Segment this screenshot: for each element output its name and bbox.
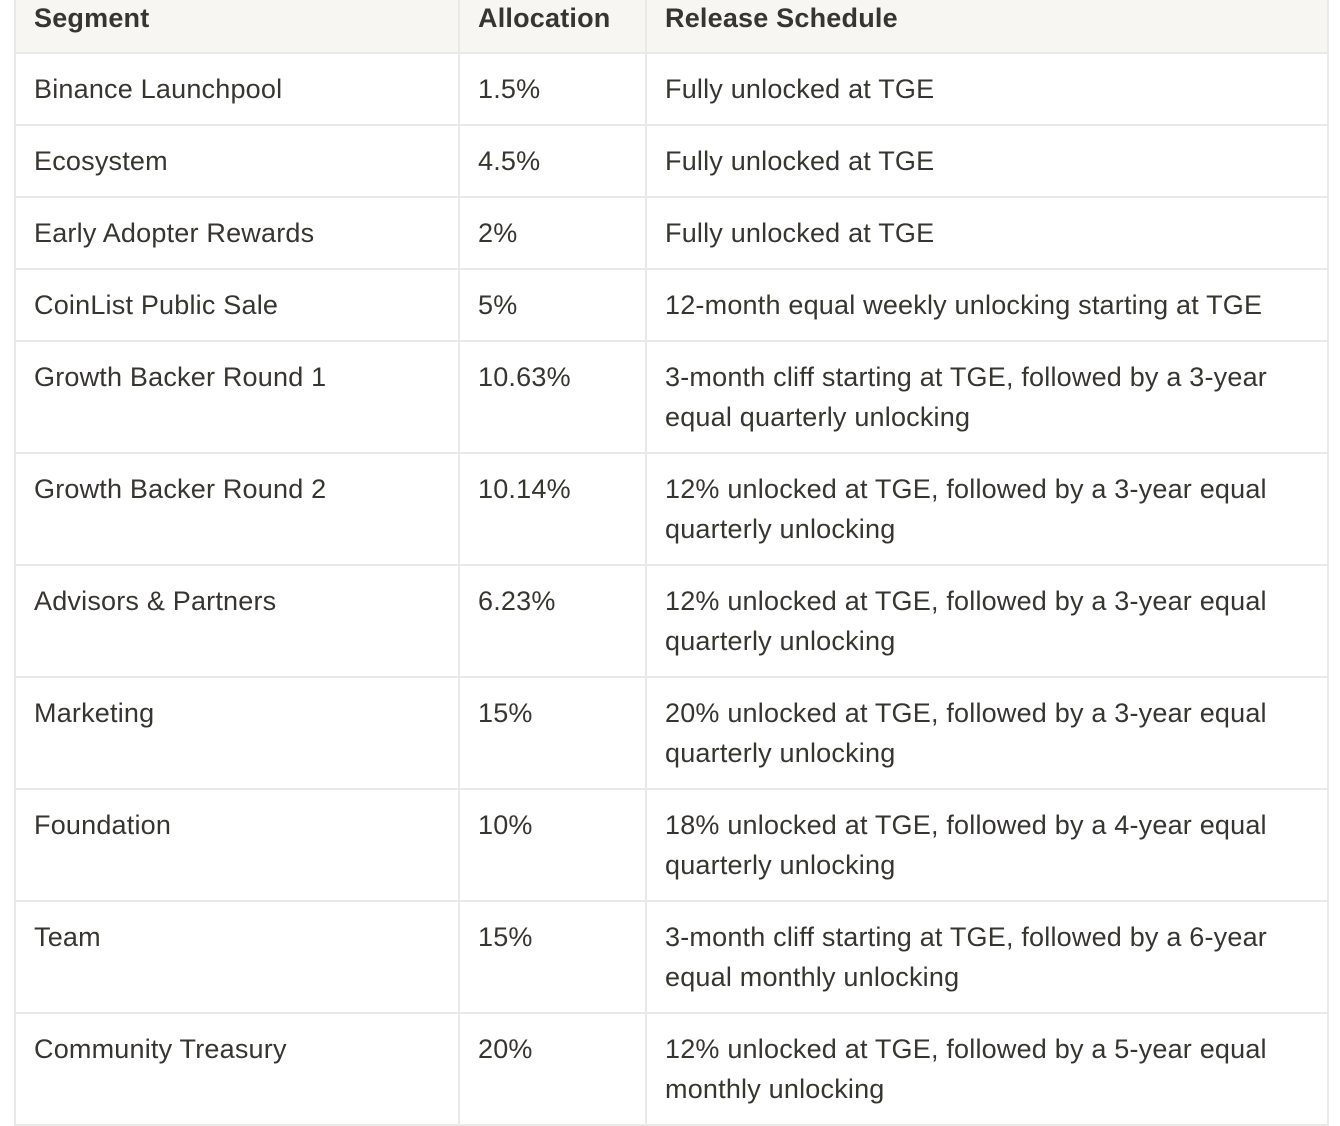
segment-cell: Advisors & Partners [14,564,460,678]
allocation-table-container: Segment Allocation Release Schedule Bina… [14,0,1329,1126]
segment-cell: Community Treasury [14,1012,460,1126]
allocation-cell: 5% [458,268,647,342]
allocation-cell: 2% [458,196,647,270]
schedule-cell: Fully unlocked at TGE [645,52,1329,126]
segment-cell: CoinList Public Sale [14,268,460,342]
schedule-cell: 12% unlocked at TGE, followed by a 3-yea… [645,452,1329,566]
schedule-cell: 12-month equal weekly unlocking starting… [645,268,1329,342]
schedule-cell: 3-month cliff starting at TGE, followed … [645,340,1329,454]
table-header: Segment Allocation Release Schedule [14,0,1329,54]
segment-cell: Team [14,900,460,1014]
schedule-cell: 3-month cliff starting at TGE, followed … [645,900,1329,1014]
allocation-cell: 20% [458,1012,647,1126]
header-allocation: Allocation [458,0,647,54]
schedule-cell: 12% unlocked at TGE, followed by a 3-yea… [645,564,1329,678]
allocation-cell: 6.23% [458,564,647,678]
table-row: CoinList Public Sale 5% 12-month equal w… [14,268,1329,342]
table-row: Community Treasury 20% 12% unlocked at T… [14,1012,1329,1126]
schedule-cell: 18% unlocked at TGE, followed by a 4-yea… [645,788,1329,902]
segment-cell: Early Adopter Rewards [14,196,460,270]
allocation-cell: 4.5% [458,124,647,198]
schedule-cell: Fully unlocked at TGE [645,124,1329,198]
schedule-cell: 12% unlocked at TGE, followed by a 5-yea… [645,1012,1329,1126]
table-row: Growth Backer Round 2 10.14% 12% unlocke… [14,452,1329,566]
segment-cell: Growth Backer Round 1 [14,340,460,454]
segment-cell: Ecosystem [14,124,460,198]
allocation-cell: 10.63% [458,340,647,454]
allocation-table: Segment Allocation Release Schedule Bina… [14,0,1329,1126]
table-row: Foundation 10% 18% unlocked at TGE, foll… [14,788,1329,902]
allocation-cell: 10.14% [458,452,647,566]
header-segment: Segment [14,0,460,54]
table-body: Binance Launchpool 1.5% Fully unlocked a… [14,52,1329,1126]
allocation-cell: 15% [458,676,647,790]
table-row: Growth Backer Round 1 10.63% 3-month cli… [14,340,1329,454]
allocation-cell: 1.5% [458,52,647,126]
segment-cell: Growth Backer Round 2 [14,452,460,566]
allocation-cell: 10% [458,788,647,902]
table-row: Early Adopter Rewards 2% Fully unlocked … [14,196,1329,270]
segment-cell: Foundation [14,788,460,902]
schedule-cell: Fully unlocked at TGE [645,196,1329,270]
table-row: Binance Launchpool 1.5% Fully unlocked a… [14,52,1329,126]
table-row: Team 15% 3-month cliff starting at TGE, … [14,900,1329,1014]
table-row: Advisors & Partners 6.23% 12% unlocked a… [14,564,1329,678]
table-row: Ecosystem 4.5% Fully unlocked at TGE [14,124,1329,198]
segment-cell: Binance Launchpool [14,52,460,126]
schedule-cell: 20% unlocked at TGE, followed by a 3-yea… [645,676,1329,790]
header-release-schedule: Release Schedule [645,0,1329,54]
header-row: Segment Allocation Release Schedule [14,0,1329,54]
allocation-cell: 15% [458,900,647,1014]
segment-cell: Marketing [14,676,460,790]
table-row: Marketing 15% 20% unlocked at TGE, follo… [14,676,1329,790]
